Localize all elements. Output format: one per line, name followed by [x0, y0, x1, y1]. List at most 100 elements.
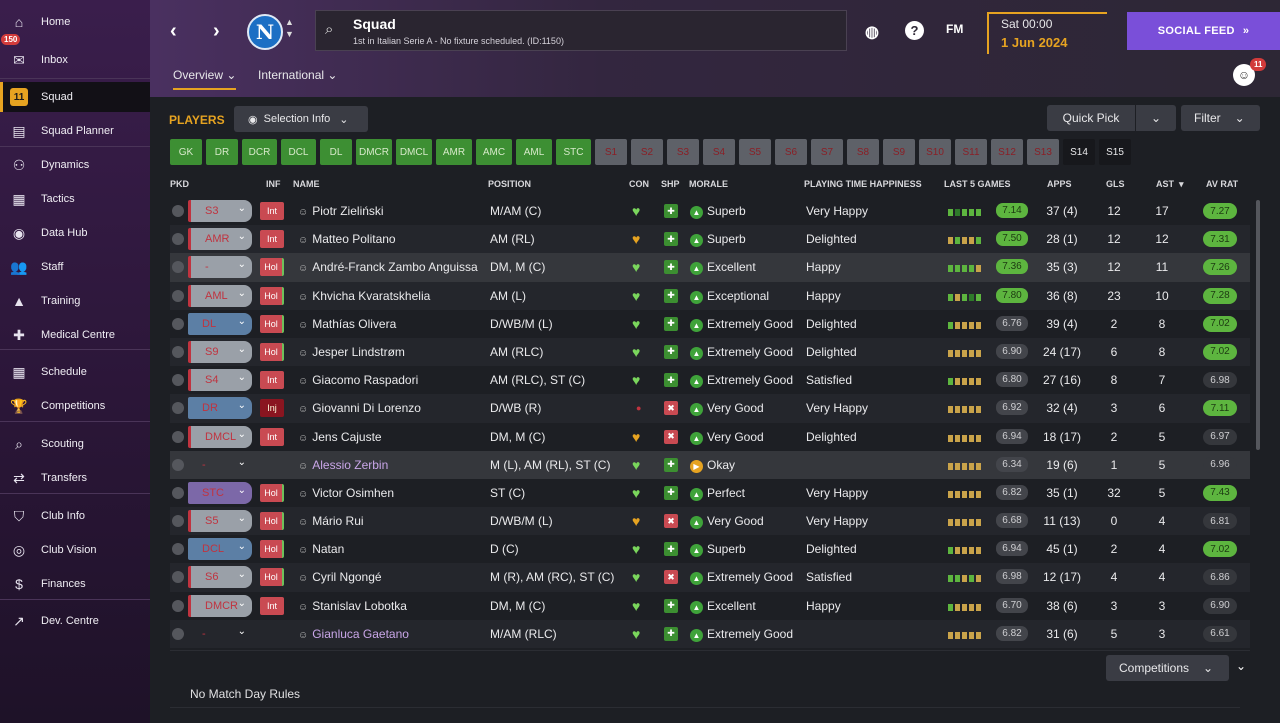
pick-position-select[interactable]: DR ⌄: [188, 397, 252, 420]
position-chip-amc[interactable]: AMC: [476, 139, 512, 165]
position-chip-s5[interactable]: S5: [739, 139, 771, 165]
info-badge[interactable]: Hol: [260, 568, 284, 587]
quick-pick-dropdown[interactable]: ⌄: [1136, 105, 1176, 131]
col-con[interactable]: CON: [629, 179, 649, 189]
sidebar-item-club-vision[interactable]: ◎ Club Vision: [0, 535, 150, 565]
position-chip-s3[interactable]: S3: [667, 139, 699, 165]
pick-position-select[interactable]: AMR ⌄: [188, 228, 252, 251]
player-name[interactable]: ☺ Giovanni Di Lorenzo: [298, 401, 421, 415]
pick-checkbox[interactable]: [172, 261, 184, 274]
player-name[interactable]: ☺ Mário Rui: [298, 514, 364, 528]
pick-position-select[interactable]: AML ⌄: [188, 284, 252, 307]
table-row[interactable]: DMCL ⌄ Int ☺ Jens Cajuste DM, M (C) ♥ ✖ ▲ Very Go…: [170, 423, 1250, 451]
info-badge[interactable]: Hol: [260, 342, 284, 361]
position-chip-s1[interactable]: S1: [595, 139, 627, 165]
info-badge[interactable]: Int: [260, 230, 284, 249]
table-row[interactable]: DMCR ⌄ Int ☺ Stanislav Lobotka DM, M (C) ♥ ✚ ▲ Ex…: [170, 592, 1250, 620]
sidebar-item-club-info[interactable]: ⛉ Club Info: [0, 501, 150, 531]
table-row[interactable]: S3 ⌄ Int ☺ Piotr Zieliński M/AM (C) ♥ ✚ ▲ Superb V…: [170, 197, 1250, 225]
player-name[interactable]: ☺ Stanislav Lobotka: [298, 599, 407, 613]
col-gls[interactable]: GLS: [1106, 179, 1125, 189]
sidebar-item-dev-centre[interactable]: ↗ Dev. Centre: [0, 606, 150, 636]
world-icon[interactable]: ◍: [865, 24, 879, 41]
sidebar-item-home[interactable]: ⌂ Home: [0, 7, 150, 37]
player-name[interactable]: ☺ Cyril Ngongé: [298, 570, 382, 584]
club-badge[interactable]: N: [247, 14, 283, 50]
player-name[interactable]: ☺ André-Franck Zambo Anguissa: [298, 260, 478, 274]
info-badge[interactable]: Int: [260, 371, 284, 390]
pick-position-select[interactable]: - ⌄: [188, 256, 252, 279]
position-chip-dl[interactable]: DL: [320, 139, 352, 165]
col-ast[interactable]: AST: [1156, 179, 1174, 189]
info-badge[interactable]: Hol: [260, 512, 284, 531]
sidebar-item-dynamics[interactable]: ⚇ Dynamics: [0, 150, 150, 180]
player-name[interactable]: ☺ Victor Osimhen: [298, 486, 394, 500]
pick-position-select[interactable]: S3 ⌄: [188, 200, 252, 222]
tab-international[interactable]: International ⌄: [258, 68, 337, 88]
pick-checkbox[interactable]: [172, 627, 184, 640]
col-inf[interactable]: INF: [266, 179, 281, 189]
pick-checkbox[interactable]: [172, 486, 184, 499]
sidebar-item-finances[interactable]: $ Finances: [0, 569, 150, 599]
position-chip-dcr[interactable]: DCR: [242, 139, 277, 165]
back-arrow-icon[interactable]: ‹: [170, 20, 177, 42]
pick-position-select[interactable]: S9 ⌄: [188, 340, 252, 363]
info-badge[interactable]: Int: [260, 427, 284, 446]
col-position[interactable]: POSITION: [488, 179, 532, 189]
pick-position-select[interactable]: DMCL ⌄: [188, 425, 252, 448]
position-chip-s13[interactable]: S13: [1027, 139, 1059, 165]
pick-checkbox[interactable]: [172, 543, 184, 556]
position-chip-s7[interactable]: S7: [811, 139, 843, 165]
player-name[interactable]: ☺ Gianluca Gaetano: [298, 627, 409, 641]
forward-arrow-icon[interactable]: ›: [213, 20, 220, 42]
table-row[interactable]: S4 ⌄ Int ☺ Giacomo Raspadori AM (RLC), ST (C)…: [170, 366, 1250, 394]
table-row[interactable]: AML ⌄ Hol ☺ Khvicha Kvaratskhelia AM (L) ♥ ✚ ▲ Ex…: [170, 281, 1250, 310]
player-name[interactable]: ☺ Natan: [298, 542, 344, 556]
info-badge[interactable]: Int: [260, 596, 284, 615]
position-chip-dcl[interactable]: DCL: [281, 139, 316, 165]
table-row[interactable]: S6 ⌄ Hol ☺ Cyril Ngongé M (R), AM (RC), ST (C…: [170, 563, 1250, 592]
quick-pick-button[interactable]: Quick Pick: [1047, 105, 1135, 131]
pick-position-select[interactable]: S6 ⌄: [188, 566, 252, 589]
table-row[interactable]: S9 ⌄ Hol ☺ Jesper Lindstrøm AM (RLC) ♥ ✚ ▲ Extrem…: [170, 337, 1250, 367]
player-name[interactable]: ☺ Giacomo Raspadori: [298, 373, 418, 387]
col-shp[interactable]: SHP: [661, 179, 680, 189]
selection-info-button[interactable]: ◉ Selection Info ⌄: [234, 106, 368, 132]
collapse-chevron-icon[interactable]: ⌄: [1236, 659, 1247, 673]
pick-checkbox[interactable]: [172, 571, 184, 584]
competitions-dropdown[interactable]: Competitions ⌄: [1106, 655, 1229, 681]
position-chip-s15[interactable]: S15: [1099, 139, 1131, 165]
sidebar-item-staff[interactable]: 👥 Staff: [0, 252, 150, 282]
pick-position-select[interactable]: DL ⌄: [188, 312, 252, 335]
position-chip-s4[interactable]: S4: [703, 139, 735, 165]
pick-checkbox[interactable]: [172, 205, 184, 217]
position-chip-s6[interactable]: S6: [775, 139, 807, 165]
pick-position-select[interactable]: S5 ⌄: [188, 510, 252, 533]
club-switch-icon[interactable]: ▲ ▼: [285, 17, 294, 39]
player-name[interactable]: ☺ Jesper Lindstrøm: [298, 345, 405, 359]
player-name[interactable]: ☺ Alessio Zerbin: [298, 458, 388, 472]
col-happiness[interactable]: PLAYING TIME HAPPINESS: [804, 179, 922, 189]
table-row[interactable]: DCL ⌄ Hol ☺ Natan D (C) ♥ ✚ ▲ Superb Delighted 6.94…: [170, 535, 1250, 563]
pick-position-select[interactable]: DMCR ⌄: [188, 594, 252, 617]
user-icon[interactable]: ☺: [1233, 64, 1255, 86]
position-chip-dr[interactable]: DR: [206, 139, 238, 165]
player-name[interactable]: ☺ Mathías Olivera: [298, 317, 396, 331]
sidebar-item-squad-planner[interactable]: ▤ Squad Planner: [0, 116, 150, 146]
pick-checkbox[interactable]: [172, 515, 184, 528]
col-name[interactable]: NAME: [293, 179, 320, 189]
col-avrat[interactable]: AV RAT: [1206, 179, 1239, 189]
info-badge[interactable]: Int: [260, 202, 284, 220]
col-last5[interactable]: LAST 5 GAMES: [944, 179, 1011, 189]
pick-checkbox[interactable]: [172, 430, 184, 443]
position-chip-s8[interactable]: S8: [847, 139, 879, 165]
sidebar-item-scouting[interactable]: ⌕ Scouting: [0, 429, 150, 459]
date-display[interactable]: Sat 00:00 1 Jun 2024: [987, 12, 1107, 54]
sidebar-item-medical-centre[interactable]: ✚ Medical Centre: [0, 320, 150, 350]
sidebar-item-squad[interactable]: 11 Squad: [0, 82, 150, 112]
position-chip-dmcr[interactable]: DMCR: [356, 139, 392, 165]
pick-position-select[interactable]: S4 ⌄: [188, 369, 252, 392]
info-badge[interactable]: Hol: [260, 540, 284, 559]
pick-checkbox[interactable]: [172, 233, 184, 246]
info-badge[interactable]: Hol: [260, 314, 284, 333]
